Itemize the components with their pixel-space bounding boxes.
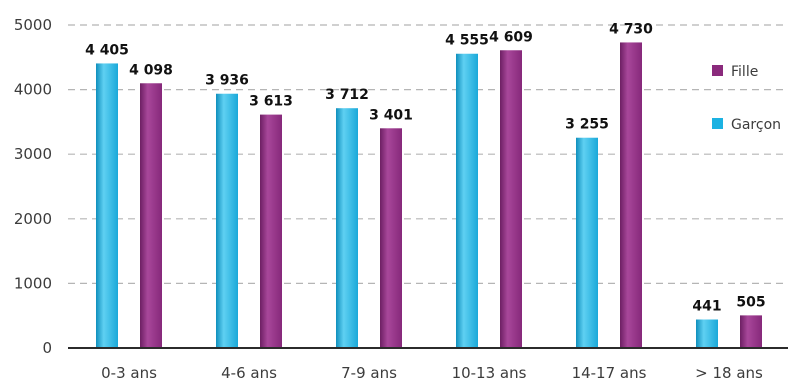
data-label: 4 609	[489, 29, 533, 45]
bar-fille	[140, 83, 162, 349]
category-label: 4-6 ans	[221, 364, 277, 382]
bar-garcon	[576, 137, 598, 348]
legend-label-garcon: Garçon	[731, 117, 781, 133]
data-label: 505	[736, 294, 765, 310]
y-tick-label: 3000	[14, 145, 52, 163]
category-label: 14-17 ans	[572, 364, 647, 382]
y-tick-label: 4000	[14, 81, 52, 99]
category-label: 7-9 ans	[341, 364, 397, 382]
bar-garcon	[336, 108, 358, 348]
data-label: 4 405	[85, 42, 129, 58]
y-axis-tick-labels: 0 1000 2000 3000 4000 5000	[14, 16, 52, 357]
bar-fille	[380, 128, 402, 348]
y-tick-label: 5000	[14, 16, 52, 34]
bar-garcon	[696, 319, 718, 348]
data-label: 3 712	[325, 87, 369, 103]
data-label: 4 730	[609, 21, 653, 37]
bar-garcon	[96, 63, 118, 348]
data-label: 441	[692, 299, 721, 315]
category-label: 0-3 ans	[101, 364, 157, 382]
data-label: 3 255	[565, 117, 609, 133]
bars	[96, 42, 762, 349]
bar-fille	[260, 114, 282, 349]
legend-swatch-garcon	[712, 118, 723, 129]
data-label: 4 098	[129, 62, 173, 78]
bar-fille	[500, 50, 522, 348]
category-label: 10-13 ans	[452, 364, 527, 382]
bar-fille	[620, 42, 642, 348]
legend-label-fille: Fille	[731, 64, 758, 80]
bar-garcon	[216, 93, 238, 348]
data-label: 3 613	[249, 94, 293, 110]
legend: Fille Garçon	[712, 64, 781, 133]
y-tick-label: 1000	[14, 274, 52, 292]
y-tick-label: 0	[42, 339, 52, 357]
y-tick-label: 2000	[14, 210, 52, 228]
x-axis-category-labels: 0-3 ans 4-6 ans 7-9 ans 10-13 ans 14-17 ans >…	[101, 364, 763, 382]
category-label: > 18 ans	[695, 364, 763, 382]
bar-garcon	[456, 53, 478, 348]
data-label: 3 401	[369, 107, 413, 123]
bar-fille	[740, 315, 762, 348]
data-label: 3 936	[205, 73, 249, 89]
legend-swatch-fille	[712, 65, 723, 76]
data-label: 4 555	[445, 33, 489, 49]
grid-lines	[68, 24, 788, 284]
